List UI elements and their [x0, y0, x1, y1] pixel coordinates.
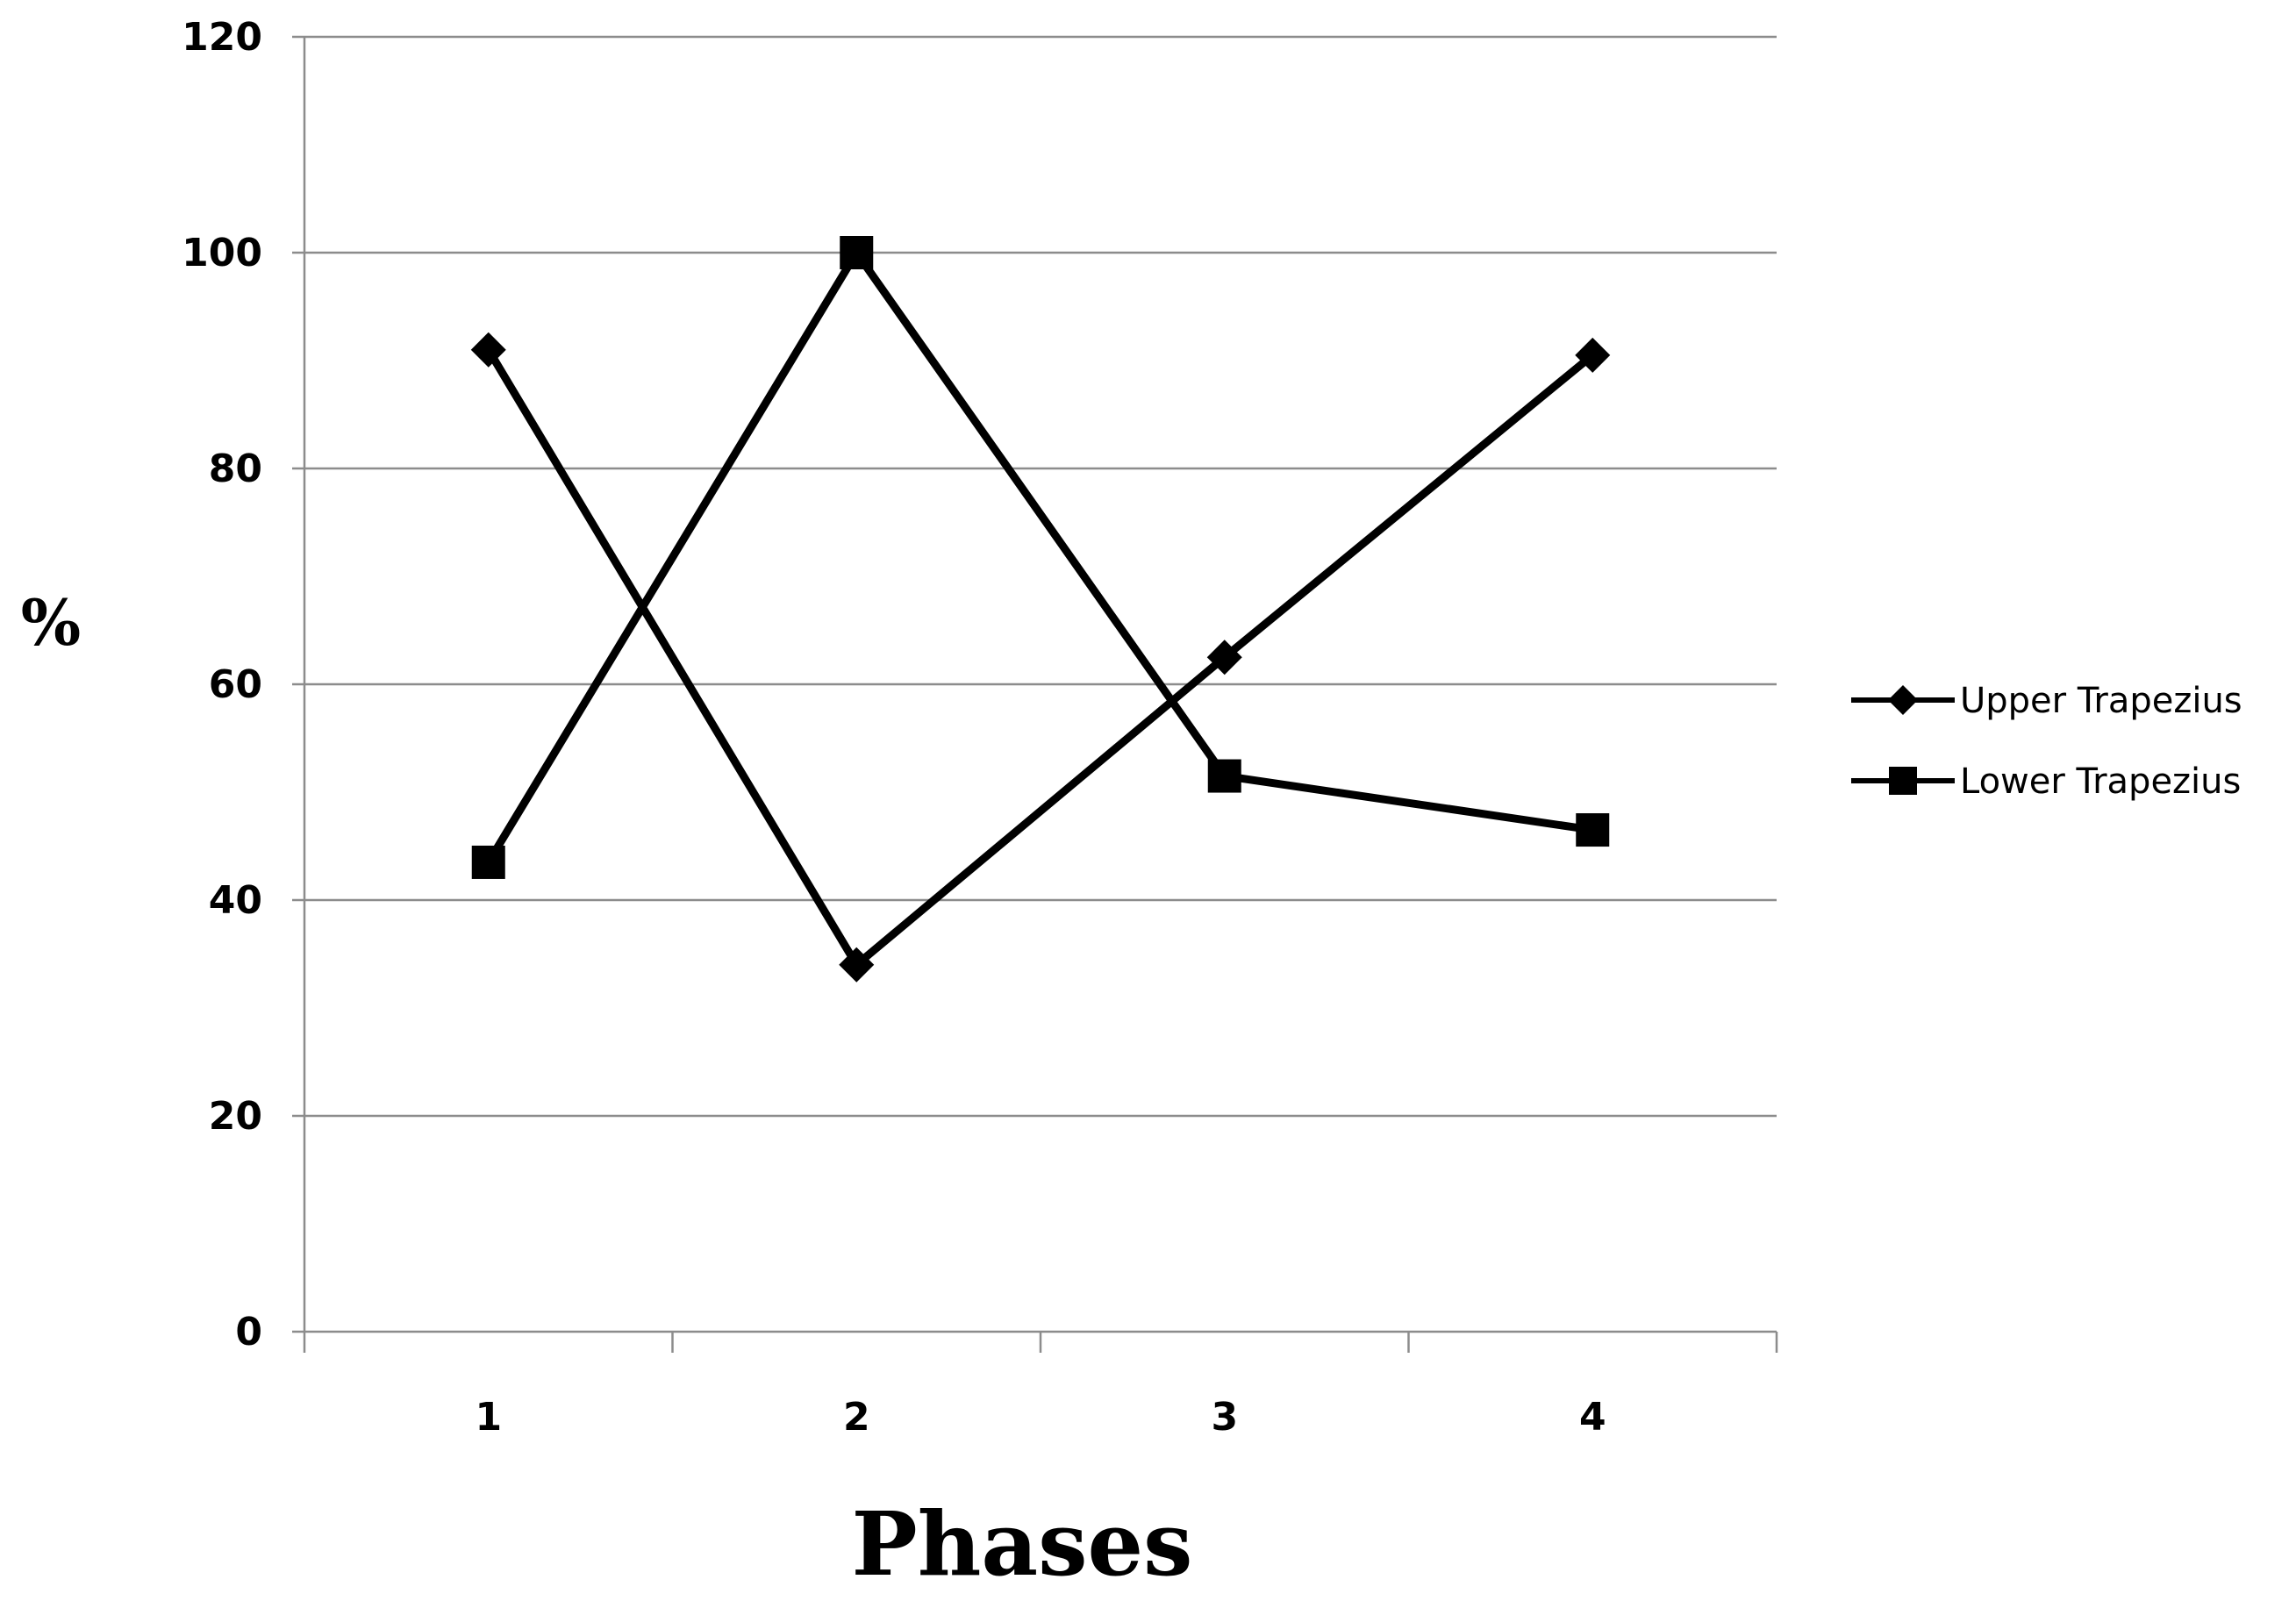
- series: [470, 236, 1611, 983]
- data-point-lower-trapezius: [1207, 759, 1241, 793]
- data-point-lower-trapezius: [471, 845, 505, 879]
- series-lower-trapezius: [471, 236, 1610, 879]
- y-tick-label: 60: [209, 662, 262, 707]
- y-tick-label: 0: [235, 1310, 262, 1354]
- legend-label: Lower Trapezius: [1960, 761, 2241, 802]
- y-axis-title: %: [21, 585, 81, 660]
- legend-item-lower-trapezius[interactable]: Lower Trapezius: [1851, 761, 2241, 802]
- x-axis-ticks: 1 2 3 4: [303, 1332, 1778, 1440]
- x-tick-label: 3: [1211, 1395, 1238, 1440]
- data-point-upper-trapezius: [839, 947, 875, 983]
- grid-lines: [304, 35, 1777, 1118]
- y-axis-ticks: 0 20 40 60 80 100 120: [182, 15, 304, 1354]
- legend-item-upper-trapezius[interactable]: Upper Trapezius: [1851, 681, 2242, 721]
- data-point-upper-trapezius: [1206, 640, 1242, 675]
- data-point-lower-trapezius: [840, 236, 874, 269]
- legend-label: Upper Trapezius: [1960, 681, 2242, 721]
- series-line-lower-trapezius: [484, 245, 1593, 865]
- y-tick-label: 20: [209, 1094, 262, 1139]
- y-tick-label: 40: [209, 878, 262, 923]
- y-tick-label: 100: [182, 231, 262, 275]
- y-tick-label: 120: [182, 15, 262, 60]
- legend[interactable]: Upper Trapezius Lower Trapezius: [1851, 681, 2242, 802]
- x-axis-title: Phases: [852, 1492, 1193, 1596]
- x-tick-label: 1: [475, 1395, 502, 1440]
- data-point-upper-trapezius: [470, 332, 506, 368]
- series-upper-trapezius: [470, 332, 1611, 983]
- y-tick-label: 80: [209, 447, 262, 491]
- x-tick-label: 4: [1579, 1395, 1606, 1440]
- legend-marker-diamond: [1888, 685, 1918, 715]
- legend-marker-square: [1889, 767, 1917, 795]
- data-point-upper-trapezius: [1575, 337, 1611, 373]
- data-point-lower-trapezius: [1576, 813, 1610, 847]
- x-tick-label: 2: [843, 1395, 870, 1440]
- series-line-upper-trapezius: [484, 347, 1596, 971]
